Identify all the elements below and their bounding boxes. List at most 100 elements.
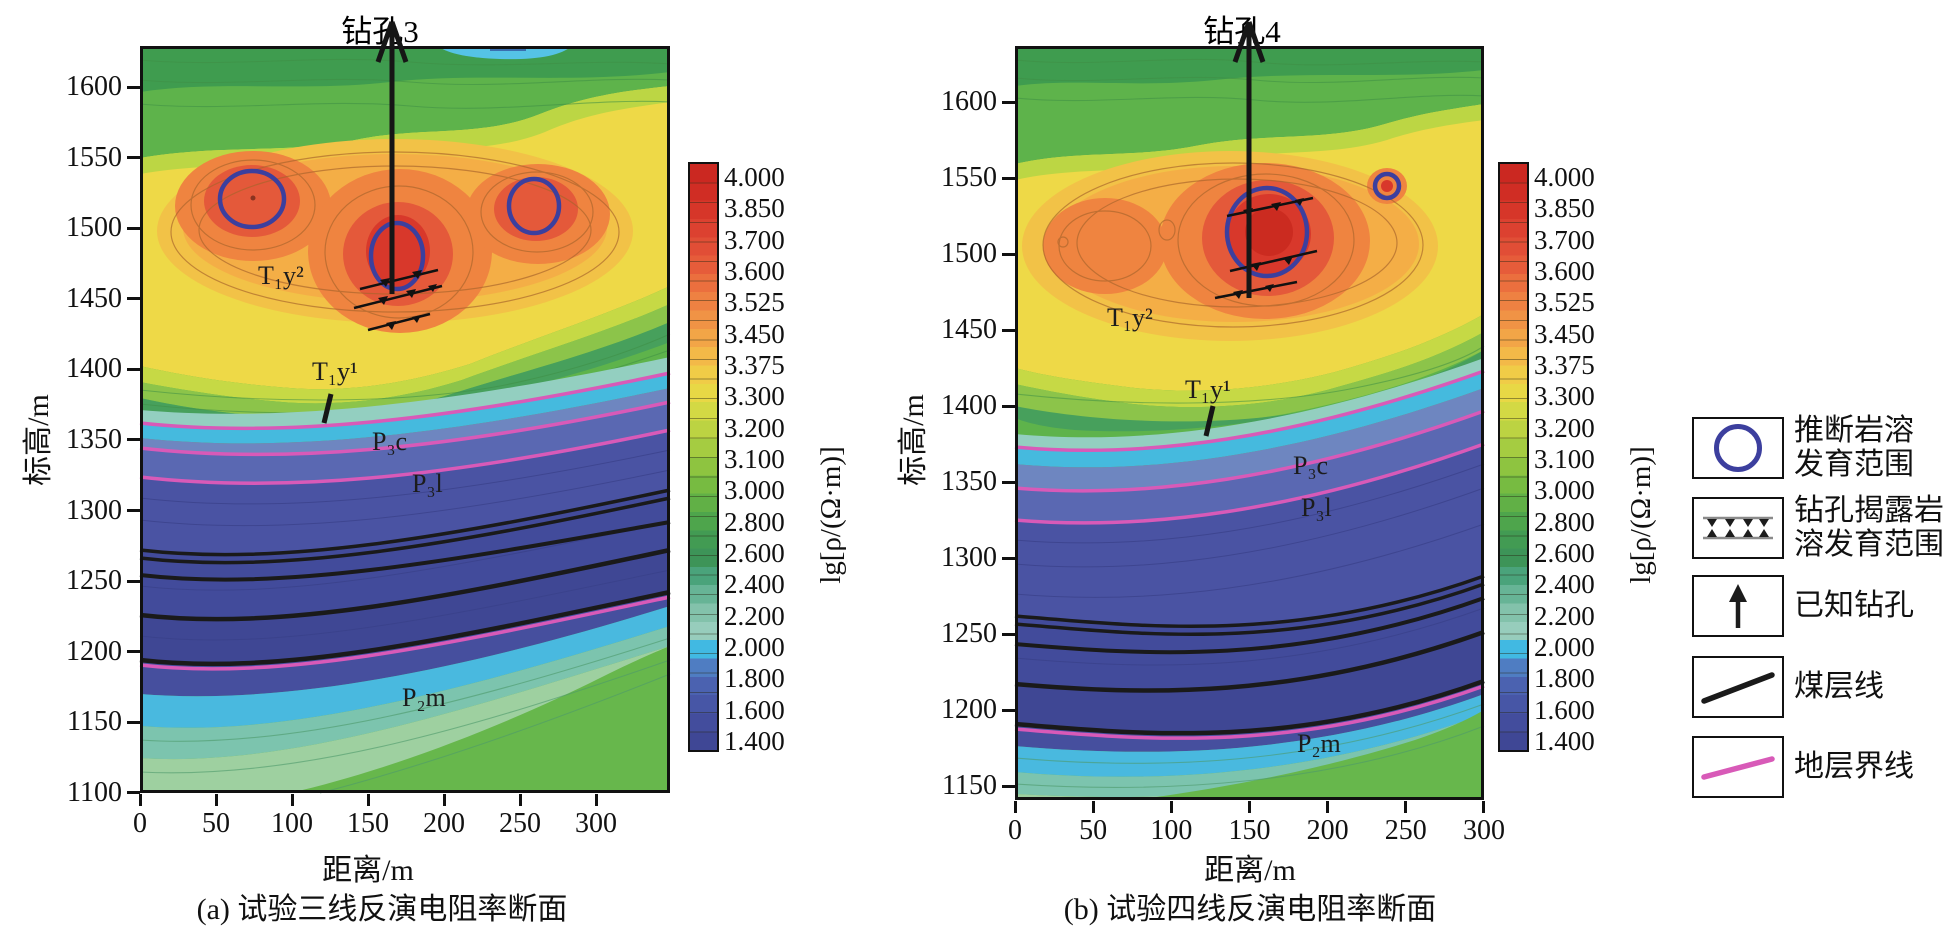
stratum-label-t1y2: T₁y²	[258, 261, 304, 290]
legend-label: 钻孔揭露岩	[1794, 494, 1944, 527]
colorbar-tick: 3.600	[724, 255, 785, 286]
colorbar-tick: 1.400	[1534, 725, 1595, 756]
stratum-tick-b	[1203, 405, 1216, 437]
colorbar-tick: 2.400	[1534, 569, 1595, 600]
panel-b-y-axis: 1600 1550 1500 1450 1400 1350 1300 1250 1200 1150	[915, 88, 1015, 800]
colorbar-tick: 3.100	[1534, 443, 1595, 474]
x-tick: 250	[1385, 801, 1427, 847]
contour-lines-indigo	[1014, 463, 1485, 666]
stratum-tick-a	[321, 393, 334, 424]
colorbar-tick: 2.600	[1534, 537, 1595, 568]
colorbar-tick: 3.300	[1534, 381, 1595, 412]
strata-boundary-lines	[1014, 369, 1485, 740]
borehole-karst-hatch-icon	[1703, 516, 1773, 540]
y-tick: 1500	[915, 240, 1015, 268]
colorbar-tick: 1.600	[1534, 694, 1595, 725]
y-tick: 1350	[915, 468, 1015, 496]
colorbar-tick: 3.600	[1534, 255, 1595, 286]
stratum-label-t1y1: T₁y¹	[312, 357, 358, 386]
colorbar-tick: 2.400	[724, 569, 785, 600]
y-tick: 1350	[40, 425, 140, 453]
colorbar-tick: 3.200	[724, 412, 785, 443]
legend-label: 推断岩溶	[1794, 414, 1914, 447]
colorbar-tick: 1.600	[724, 694, 785, 725]
x-tick: 250	[499, 794, 541, 840]
hatch-triangles-a	[378, 270, 437, 330]
x-tick: 200	[1307, 801, 1349, 847]
contour-lines-bottom	[1014, 703, 1485, 788]
y-tick: 1400	[915, 392, 1015, 420]
y-tick: 1500	[40, 214, 140, 242]
legend-item-strata-boundary: 地层界线	[1692, 736, 1914, 798]
contour-lines-green	[1014, 58, 1485, 404]
colorbar-tick: 3.525	[1534, 287, 1595, 318]
inferred-karst-circles	[217, 168, 562, 292]
y-tick: 1150	[915, 772, 1015, 800]
known-borehole-arrow-icon	[1729, 584, 1747, 628]
legend-label: 煤层线	[1794, 670, 1884, 703]
colorbar-tick: 1.800	[1534, 663, 1595, 694]
x-tick: 150	[347, 794, 389, 840]
contour-dot	[250, 195, 256, 201]
x-tick: 0	[120, 794, 160, 840]
y-tick: 1150	[40, 708, 140, 736]
y-tick: 1300	[40, 496, 140, 524]
y-tick: 1450	[915, 316, 1015, 344]
panel-a-resistivity-section: T₁y² T₁y¹ P₃c P₃l P₂m	[139, 21, 671, 794]
colorbar-tick: 2.800	[1534, 506, 1595, 537]
contour-lines-orange	[170, 151, 620, 319]
x-tick: 100	[1150, 801, 1192, 847]
colorbar-tick: 2.000	[1534, 631, 1595, 662]
strata-boundary-line-icon	[1701, 756, 1775, 780]
y-tick: 1250	[915, 620, 1015, 648]
colorbar-tick: 3.700	[724, 224, 785, 255]
legend-item-coal-seam: 煤层线	[1692, 656, 1884, 718]
legend-symbol-box	[1692, 497, 1784, 559]
colorbar-tick: 2.000	[724, 631, 785, 662]
legend-item-inferred-karst: 推断岩溶 发育范围	[1692, 414, 1914, 482]
colorbar-tick: 2.800	[724, 506, 785, 537]
colorbar-tick: 3.700	[1534, 224, 1595, 255]
y-tick: 1450	[40, 284, 140, 312]
colorbar-tick: 3.850	[724, 193, 785, 224]
colorbar-a-labels: 4.000 3.850 3.700 3.600 3.525 3.450 3.375 3.300…	[724, 162, 808, 755]
borehole-arrow-b	[1232, 21, 1266, 298]
colorbar-b	[1498, 162, 1529, 752]
legend-label: 溶发育范围	[1794, 528, 1944, 561]
x-tick: 50	[196, 794, 236, 840]
colorbar-tick: 3.375	[1534, 349, 1595, 380]
legend-label: 地层界线	[1794, 750, 1914, 783]
stratum-label-p3l: P₃l	[412, 469, 443, 498]
y-tick: 1200	[40, 637, 140, 665]
colorbar-tick: 3.450	[1534, 318, 1595, 349]
colorbar-tick: 3.100	[724, 443, 785, 474]
colorbar-tick: 3.450	[724, 318, 785, 349]
x-tick: 300	[1463, 801, 1505, 847]
coal-seam-lines	[1014, 574, 1485, 736]
panel-b-y-label: 标高/m	[897, 394, 930, 486]
colorbar-tick: 1.800	[724, 663, 785, 694]
colorbar-b-labels: 4.000 3.850 3.700 3.600 3.525 3.450 3.375 3.300…	[1534, 162, 1618, 756]
colorbar-b-unit: lg[ρ/(Ω·m)]	[1625, 446, 1657, 584]
borehole-arrow-a	[375, 21, 409, 294]
y-tick: 1100	[40, 778, 140, 806]
colorbar-tick: 2.200	[1534, 600, 1595, 631]
legend-symbol-box	[1692, 736, 1784, 798]
colorbar-tick: 3.000	[1534, 475, 1595, 506]
y-tick: 1600	[40, 73, 140, 101]
stratum-label-p3c: P₃c	[372, 427, 407, 456]
legend-label: 已知钻孔	[1794, 589, 1914, 622]
contour-lines-bottom	[139, 637, 671, 794]
colorbar-tick: 3.375	[724, 349, 785, 380]
legend-symbol-box	[1692, 575, 1784, 637]
colorbar-tick: 4.000	[724, 162, 785, 192]
x-tick: 0	[995, 801, 1035, 847]
panel-a-x-label: 距离/m	[322, 854, 414, 887]
y-tick: 1550	[40, 143, 140, 171]
x-tick: 200	[423, 794, 465, 840]
colorbar-tick: 4.000	[1534, 162, 1595, 192]
x-tick: 100	[271, 794, 313, 840]
stratum-label-p3c: P₃c	[1293, 451, 1328, 480]
stratum-label-t1y2: T₁y²	[1107, 303, 1153, 332]
